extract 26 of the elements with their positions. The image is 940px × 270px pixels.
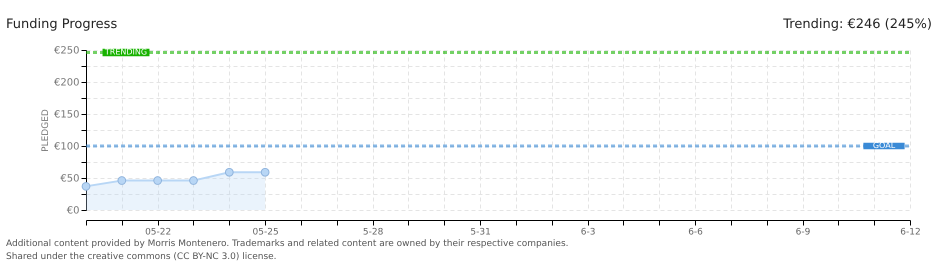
point <box>189 176 198 185</box>
ref-line-label: TRENDING <box>104 48 148 57</box>
x-tick-label: 5-31 <box>470 228 491 238</box>
x-tick-label: 6-12 <box>900 228 921 238</box>
y-tick-label: €50 <box>60 174 80 184</box>
chart-title: Funding Progress <box>6 17 118 32</box>
y-tick-label: €150 <box>54 110 80 120</box>
text: Shared under the creative commons (CC BY-NC 3.0) license. <box>6 252 277 262</box>
point <box>224 168 234 177</box>
x-tick-label: 05-25 <box>252 228 279 238</box>
point <box>117 176 126 185</box>
x-tick-label: 5-28 <box>362 228 384 238</box>
text: Additional content provided by Morris Montenero. Trademarks and related content are owned by their respective companies. <box>6 239 568 249</box>
x-tick-label: 6-9 <box>796 228 811 238</box>
y-axis-title: PLEDGED <box>41 109 52 152</box>
y-tick-label: €0 <box>66 206 80 216</box>
x-tick-label: 6-6 <box>688 228 704 238</box>
point <box>82 182 90 191</box>
y-tick-label: €250 <box>54 46 80 56</box>
chart-subtitle: Trending: €246 (245%) <box>782 17 932 32</box>
x-tick-label: 6-3 <box>580 228 596 238</box>
point <box>260 168 270 177</box>
x-tick-label: 05-22 <box>145 228 172 238</box>
y-tick-label: €100 <box>54 142 80 152</box>
y-tick-label: €200 <box>54 78 80 88</box>
point <box>153 176 162 185</box>
